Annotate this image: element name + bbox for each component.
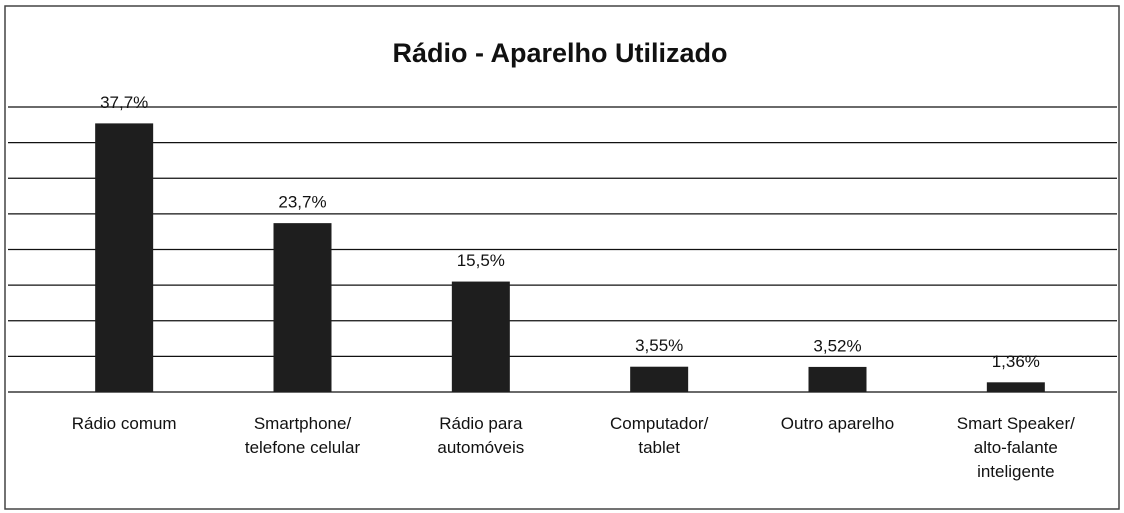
bar xyxy=(986,382,1045,392)
data-label: 23,7% xyxy=(278,193,326,212)
x-tick-label: Computador/ tablet xyxy=(610,414,709,457)
x-tick-label: Rádio comum xyxy=(71,414,177,433)
chart-frame xyxy=(4,5,1120,510)
x-tick-label: Smartphone/ telefone celular xyxy=(244,414,361,457)
data-label: 3,55% xyxy=(635,336,683,355)
bar xyxy=(95,123,154,392)
bar xyxy=(273,223,332,392)
data-label: 3,52% xyxy=(813,336,861,355)
bar xyxy=(808,366,867,392)
bar xyxy=(451,281,510,392)
x-tick-label: Smart Speaker/ alto-falante inteligente xyxy=(956,414,1075,481)
x-tick-label: Outro aparelho xyxy=(780,414,895,433)
data-label: 1,36% xyxy=(992,352,1040,371)
data-label: 15,5% xyxy=(457,251,505,270)
chart-title: Rádio - Aparelho Utilizado xyxy=(392,38,727,68)
bar xyxy=(630,366,689,392)
x-tick-label: Rádio para automóveis xyxy=(437,414,525,457)
data-label: 37,7% xyxy=(100,93,148,112)
